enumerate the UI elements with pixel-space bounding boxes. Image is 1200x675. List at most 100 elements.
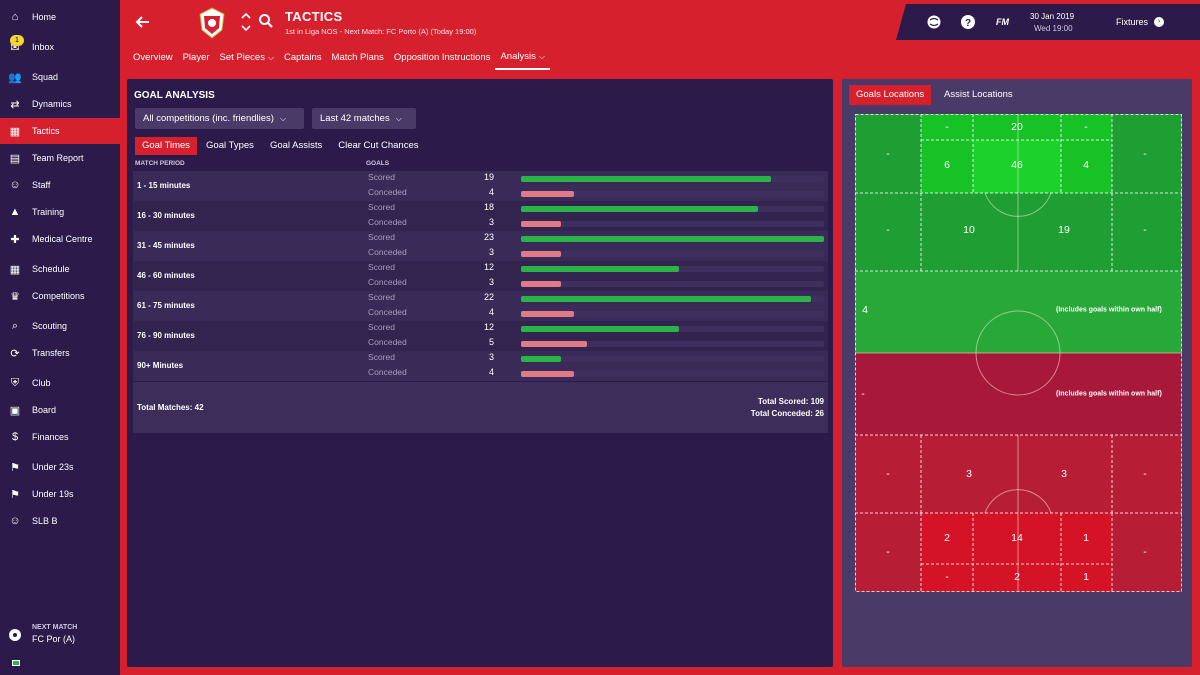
conceded-value: 3 xyxy=(488,247,494,257)
sidebar-item-under-19s[interactable]: ⚑ Under 19s xyxy=(0,481,118,507)
scored-bar xyxy=(521,206,758,212)
tab-goals-locations[interactable]: Goals Locations xyxy=(849,85,932,105)
transfers-icon: ⟳ xyxy=(10,347,20,360)
tab-player[interactable]: Player xyxy=(178,46,215,70)
tab-overview[interactable]: Overview xyxy=(128,46,178,70)
chevron-right-icon[interactable]: › xyxy=(1154,17,1164,27)
matches-filter-dropdown[interactable]: Last 42 matches ⌵ xyxy=(312,108,416,129)
conceded-bar xyxy=(521,251,561,257)
sidebar-item-club[interactable]: ⛨ Club xyxy=(0,370,118,396)
sidebar-item-squad[interactable]: 👥 Squad xyxy=(0,64,118,90)
calendar-icon: ▦ xyxy=(9,263,21,276)
sidebar-item-label: Under 23s xyxy=(32,462,74,472)
subtab-clear-cut-chances[interactable]: Clear Cut Chances xyxy=(338,140,419,151)
scored-bar xyxy=(521,236,824,242)
conceded-label: Conceded xyxy=(368,187,407,197)
sidebar-item-finances[interactable]: $ Finances xyxy=(0,424,118,450)
conceded-value: 4 xyxy=(488,187,494,197)
sidebar-item-label: Under 19s xyxy=(32,489,74,499)
zone-value-bot-box-center: 14 xyxy=(1011,532,1023,544)
zone-value-bot-outside-center-right: 3 xyxy=(1061,468,1067,480)
scored-value: 18 xyxy=(483,202,494,212)
tab-label: Opposition Instructions xyxy=(393,52,491,63)
fixtures-button[interactable]: Fixtures xyxy=(1116,17,1149,27)
search-icon[interactable] xyxy=(258,13,274,29)
tab-set-pieces[interactable]: Set Pieces ⌵ xyxy=(215,46,280,70)
scored-own-half-zone xyxy=(855,271,1182,353)
sidebar-item-label: Competitions xyxy=(32,291,85,301)
sidebar-item-label: Squad xyxy=(32,72,59,82)
sidebar-item-transfers[interactable]: ⟳ Transfers xyxy=(0,340,118,366)
sidebar-item-label: Board xyxy=(32,405,57,415)
conceded-bar-track xyxy=(521,311,824,317)
back-arrow-icon[interactable] xyxy=(133,12,153,32)
zone-value-top-box-center: 46 xyxy=(1011,159,1023,171)
sidebar-item-schedule[interactable]: ▦ Schedule xyxy=(0,256,118,282)
subtab-goal-times[interactable]: Goal Times xyxy=(135,137,198,155)
zone-value-top-6yard-center: 20 xyxy=(1011,121,1023,133)
sidebar-item-label: Staff xyxy=(32,180,51,190)
tab-captains[interactable]: Captains xyxy=(279,46,327,70)
scored-label: Scored xyxy=(368,352,395,362)
sidebar-item-tactics[interactable]: ▦ Tactics xyxy=(0,118,128,144)
sidebar-item-medical-centre[interactable]: ✚ Medical Centre xyxy=(0,226,118,252)
sidebar-item-slb-b[interactable]: ☺ SLB B xyxy=(0,508,118,534)
totals-row: Total Matches: 42 Total Scored: 109 Tota… xyxy=(133,382,828,433)
subtab-goal-assists[interactable]: Goal Assists xyxy=(269,140,323,151)
sidebar-item-label: Transfers xyxy=(32,348,70,358)
zone-value-bot-left: - xyxy=(886,546,890,558)
period-label: 76 - 90 minutes xyxy=(137,331,195,340)
sidebar-item-label: Tactics xyxy=(32,126,60,136)
conceded-box-zone xyxy=(921,513,1112,592)
zone-value-opp-half-conceded: - xyxy=(861,388,865,400)
sidebar-item-under-23s[interactable]: ⚑ Under 23s xyxy=(0,454,118,480)
scored-label: Scored xyxy=(368,232,395,242)
sidebar-item-dynamics[interactable]: ⇄ Dynamics xyxy=(0,91,118,117)
zone-value-top-6yard-right: - xyxy=(1084,121,1088,133)
top-status-bar: ? FM 30 Jan 2019 Wed 19:00 Fixtures › xyxy=(896,4,1200,40)
trophy-icon: ♛ xyxy=(10,290,20,303)
sidebar-item-competitions[interactable]: ♛ Competitions xyxy=(0,283,118,309)
scored-value: 19 xyxy=(483,172,494,182)
sidebar-item-training[interactable]: ▲ Training xyxy=(0,199,118,225)
conceded-opp-half-zone xyxy=(855,353,1182,435)
sidebar-item-scouting[interactable]: ⌕ Scouting xyxy=(0,313,118,339)
tab-analysis[interactable]: Analysis ⌵ xyxy=(495,46,550,70)
tab-opposition-instructions[interactable]: Opposition Instructions xyxy=(389,46,496,70)
period-label: 61 - 75 minutes xyxy=(137,301,195,310)
prev-next-arrows-icon[interactable] xyxy=(240,10,252,34)
tab-assist-locations[interactable]: Assist Locations xyxy=(944,89,1013,100)
help-icon[interactable]: ? xyxy=(960,14,976,30)
goal-locations-pitch xyxy=(855,114,1182,592)
goal-analysis-subtabs: Goal Times Goal Types Goal Assists Clear Cu… xyxy=(135,137,427,155)
competition-filter-value: All competitions (inc. friendlies) xyxy=(143,113,274,124)
competition-filter-dropdown[interactable]: All competitions (inc. friendlies) ⌵ xyxy=(135,108,304,129)
sidebar-item-inbox[interactable]: ✉ Inbox xyxy=(0,34,118,60)
scored-label: Scored xyxy=(368,262,395,272)
inbox-icon: ✉ xyxy=(10,41,20,54)
tab-match-plans[interactable]: Match Plans xyxy=(327,46,389,70)
scored-value: 22 xyxy=(483,292,494,302)
zone-value-top-outside-right: - xyxy=(1143,224,1147,236)
scored-bar xyxy=(521,296,811,302)
football-icon xyxy=(9,629,21,641)
zone-value-top-outside-left: - xyxy=(886,224,890,236)
sidebar-item-team-report[interactable]: ▤ Team Report xyxy=(0,145,118,171)
conceded-bar-track xyxy=(521,281,824,287)
sidebar-item-staff[interactable]: ☺ Staff xyxy=(0,172,118,198)
next-match-widget[interactable]: NEXT MATCH FC Por (A) xyxy=(0,620,120,675)
subtab-goal-types[interactable]: Goal Types xyxy=(206,140,254,151)
sidebar-item-board[interactable]: ▣ Board xyxy=(0,397,118,423)
sidebar-item-label: Team Report xyxy=(32,153,84,163)
conceded-label: Conceded xyxy=(368,217,407,227)
pitch-lines xyxy=(855,114,1182,592)
fm-menu-button[interactable]: FM xyxy=(996,17,1009,27)
tab-label: Analysis xyxy=(500,51,536,62)
sidebar-item-home[interactable]: ⌂ Home xyxy=(0,4,118,30)
zone-value-top-6yard-left: - xyxy=(945,121,949,133)
conceded-label: Conceded xyxy=(368,277,407,287)
world-icon[interactable] xyxy=(926,14,942,30)
tab-label: Overview xyxy=(133,52,173,63)
medical-icon: ✚ xyxy=(10,233,20,246)
zone-grid xyxy=(855,114,1182,592)
